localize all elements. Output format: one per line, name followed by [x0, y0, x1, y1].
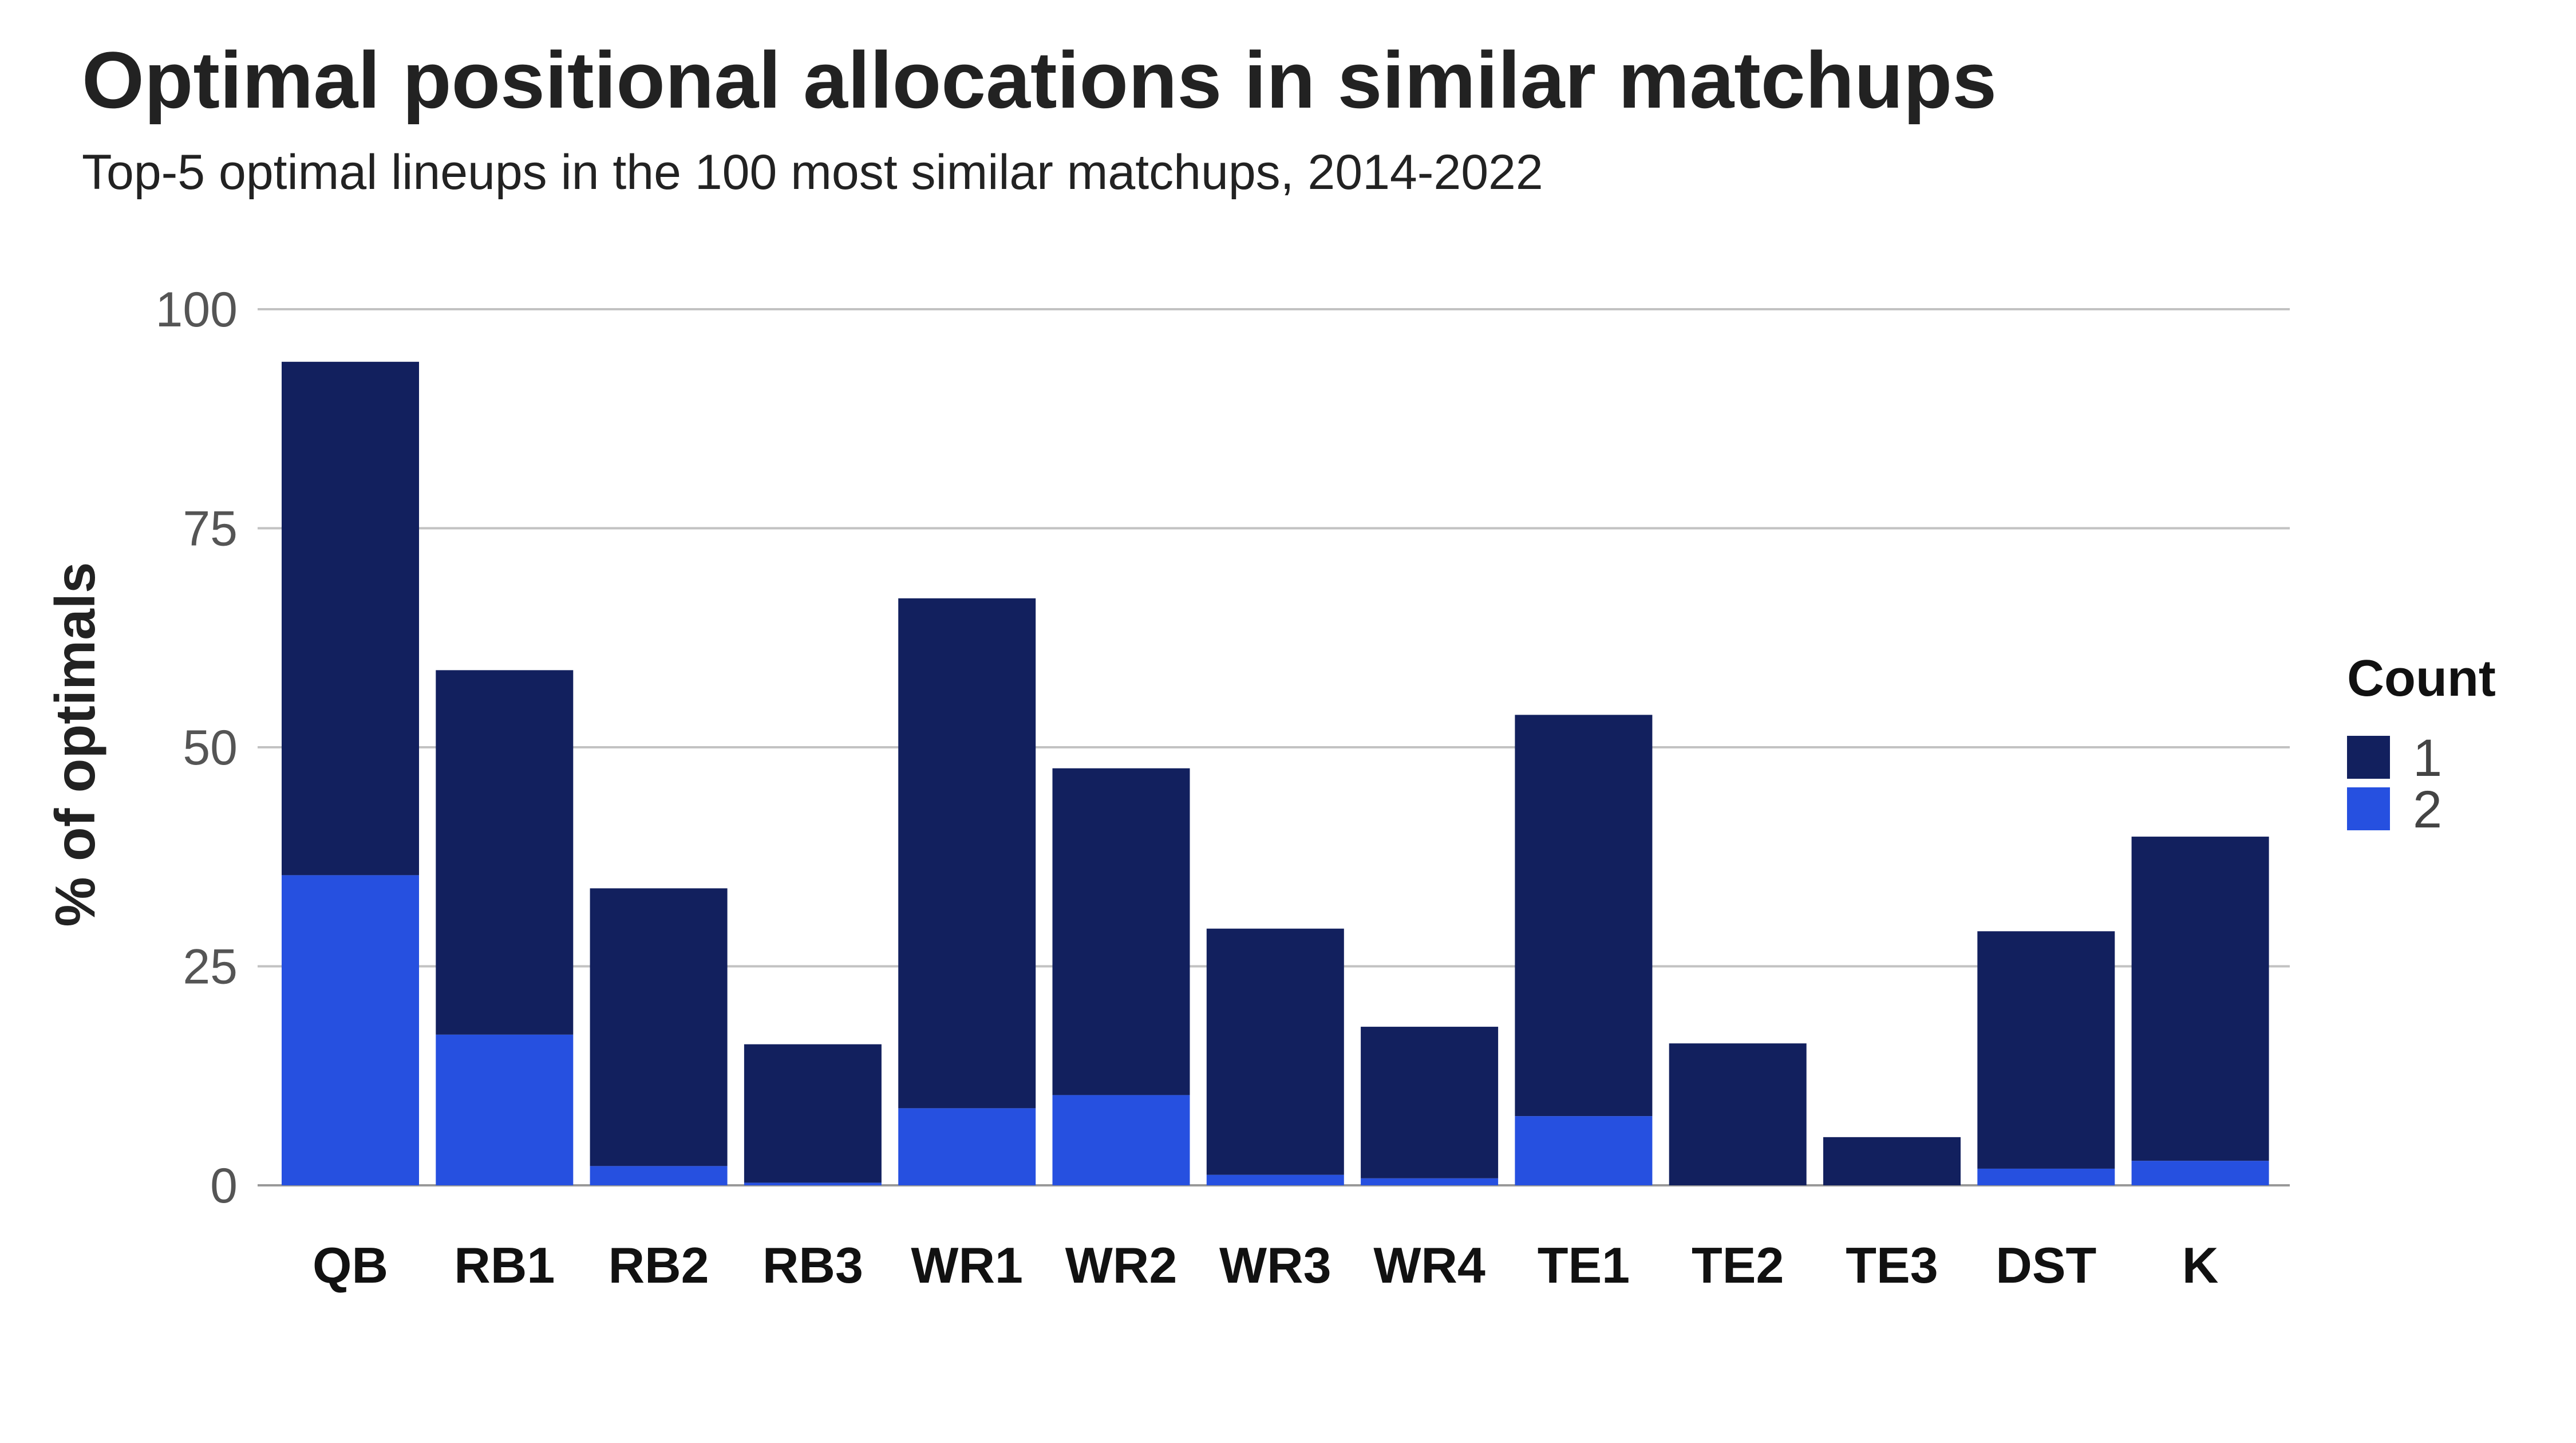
bar-wr3-count-2 — [1206, 1174, 1344, 1185]
x-tick-label: TE1 — [1538, 1237, 1630, 1294]
bar-wr1-count-2 — [898, 1108, 1036, 1185]
x-tick-label: QB — [313, 1237, 388, 1294]
bar-wr3-count-1 — [1206, 928, 1344, 1175]
bar-rb3-count-2 — [744, 1182, 882, 1185]
legend-label-1: 1 — [2413, 729, 2442, 787]
bar-rb2-count-1 — [590, 888, 728, 1166]
bar-wr1-count-1 — [898, 598, 1036, 1109]
legend-title: Count — [2347, 650, 2496, 707]
y-tick-label: 50 — [183, 720, 238, 775]
x-tick-label: WR4 — [1373, 1237, 1485, 1294]
x-tick-label: DST — [1996, 1237, 2096, 1294]
x-tick-label: WR1 — [911, 1237, 1023, 1294]
bar-wr4-count-1 — [1361, 1027, 1499, 1178]
y-tick-label: 25 — [183, 940, 238, 995]
bar-dst-count-1 — [1977, 931, 2115, 1169]
legend-label-2: 2 — [2413, 780, 2442, 839]
y-axis-ticks: 0 25 50 75 100 — [156, 282, 238, 1213]
y-axis-label: % of optimals — [44, 562, 106, 926]
y-tick-label: 0 — [210, 1158, 238, 1213]
bar-dst-count-2 — [1977, 1168, 2115, 1185]
bar-rb3-count-1 — [744, 1044, 882, 1183]
bars — [282, 361, 2269, 1185]
y-tick-label: 75 — [183, 502, 238, 557]
x-tick-label: K — [2182, 1237, 2219, 1294]
bar-te2-count-1 — [1669, 1043, 1807, 1185]
x-tick-label: TE3 — [1846, 1237, 1938, 1294]
x-tick-label: WR3 — [1219, 1237, 1332, 1294]
bar-te1-count-2 — [1515, 1116, 1653, 1185]
x-tick-label: RB3 — [762, 1237, 863, 1294]
legend: Count 1 2 — [2347, 650, 2496, 839]
x-tick-label: RB2 — [609, 1237, 709, 1294]
bar-wr2-count-2 — [1052, 1095, 1190, 1185]
bar-wr2-count-1 — [1052, 768, 1190, 1095]
bar-rb1-count-1 — [436, 670, 574, 1035]
x-tick-label: WR2 — [1065, 1237, 1178, 1294]
bar-wr4-count-2 — [1361, 1178, 1499, 1185]
y-tick-label: 100 — [156, 282, 238, 337]
chart-title: Optimal positional allocations in simila… — [82, 35, 1997, 125]
x-tick-label: RB1 — [454, 1237, 555, 1294]
bar-qb-count-2 — [282, 875, 419, 1185]
bar-rb2-count-2 — [590, 1166, 728, 1185]
bar-k-count-2 — [2131, 1161, 2269, 1185]
legend-swatch-1 — [2347, 736, 2390, 779]
x-tick-label: TE2 — [1692, 1237, 1784, 1294]
bar-rb1-count-2 — [436, 1034, 574, 1185]
chart-subtitle: Top-5 optimal lineups in the 100 most si… — [82, 145, 1543, 200]
bar-k-count-1 — [2131, 837, 2269, 1161]
legend-swatch-2 — [2347, 787, 2390, 830]
x-axis-ticks: QB RB1 RB2 RB3 WR1 WR2 WR3 WR4 TE1 TE2 TE3 DST K — [313, 1237, 2218, 1294]
bar-te1-count-1 — [1515, 715, 1653, 1117]
bar-te3-count-1 — [1823, 1137, 1961, 1185]
bar-qb-count-1 — [282, 361, 419, 876]
